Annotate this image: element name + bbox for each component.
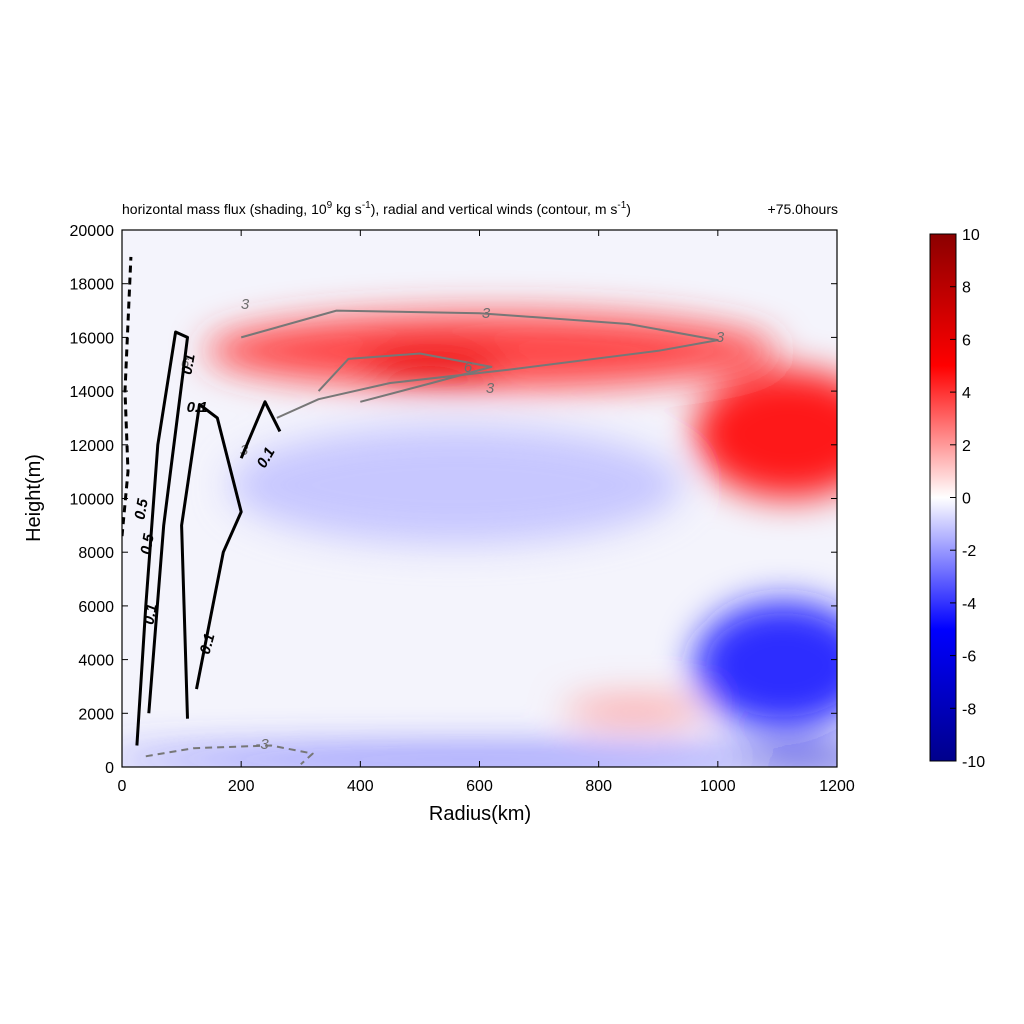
shading-blob-3 bbox=[229, 426, 683, 545]
colorbar-tick-label: 2 bbox=[962, 438, 971, 455]
vertical-contour-line-1 bbox=[180, 403, 243, 719]
y-tick-label: 20000 bbox=[70, 223, 115, 240]
colorbar-tick-label: -10 bbox=[962, 754, 985, 771]
y-tick-label: 8000 bbox=[78, 545, 114, 562]
radial-contour-label: 3 bbox=[486, 380, 495, 397]
radial-contour-line-2 bbox=[145, 744, 314, 766]
shading-blob-7 bbox=[735, 749, 837, 767]
colorbar-tick-label: -6 bbox=[962, 649, 976, 666]
y-axis: 0 2000 4000 6000 8000 10000 12000 14000 16000 180… bbox=[70, 223, 837, 777]
vertical-contour-label: 0.1 bbox=[140, 602, 160, 625]
shading-blob-1 bbox=[360, 348, 504, 386]
radial-contour-label: 6 bbox=[464, 359, 473, 376]
shading-layer bbox=[122, 313, 837, 767]
radial-contour-line-0 bbox=[240, 309, 719, 419]
colorbar-tick-label: -4 bbox=[962, 596, 976, 613]
x-tick-label: 400 bbox=[347, 778, 374, 795]
x-axis-title: Radius(km) bbox=[429, 803, 531, 825]
y-axis-title: Height(m) bbox=[23, 454, 45, 542]
y-tick-label: 0 bbox=[105, 760, 114, 777]
colorbar-tick-label: 0 bbox=[962, 491, 971, 508]
vertical-contour-line-2 bbox=[239, 400, 282, 459]
colorbar-ticks: -10 -8 -6 -4 -2 0 2 4 6 8 10 bbox=[950, 227, 985, 771]
colorbar-tick-label: -2 bbox=[962, 543, 976, 560]
y-tick-label: 4000 bbox=[78, 653, 114, 670]
radial-contour-label: 3 bbox=[716, 329, 725, 346]
colorbar-tick-label: 8 bbox=[962, 280, 971, 297]
x-tick-label: 1000 bbox=[700, 778, 736, 795]
colorbar-tick-label: 10 bbox=[962, 227, 980, 244]
colorbar-tick-label: -8 bbox=[962, 701, 976, 718]
vertical-contour-label: 0.1 bbox=[187, 399, 208, 416]
shading-blob-0 bbox=[205, 313, 778, 389]
y-tick-label: 6000 bbox=[78, 599, 114, 616]
x-tick-label: 600 bbox=[466, 778, 493, 795]
vertical-contour-label: 0.1 bbox=[197, 632, 219, 657]
y-tick-label: 14000 bbox=[70, 384, 115, 401]
shading-blob-4 bbox=[694, 600, 837, 730]
y-tick-label: 16000 bbox=[70, 330, 115, 347]
radial-contour-label: 3 bbox=[241, 296, 250, 313]
y-tick-label: 10000 bbox=[70, 492, 115, 509]
vertical-contour-line-0 bbox=[135, 330, 189, 746]
radial-contour-label: 3 bbox=[482, 305, 491, 322]
vertical-contour-label: 0.5 bbox=[131, 497, 151, 521]
shading-blob-6 bbox=[122, 749, 837, 767]
vertical-contour-label: 0.5 bbox=[137, 532, 157, 556]
colorbar: -10 -8 -6 -4 -2 0 2 4 6 8 10 bbox=[929, 227, 985, 771]
y-tick-label: 18000 bbox=[70, 277, 115, 294]
x-tick-label: 1200 bbox=[819, 778, 855, 795]
x-tick-label: 800 bbox=[585, 778, 612, 795]
radial-contour-line-1 bbox=[317, 352, 493, 403]
shading-blob-5 bbox=[562, 697, 706, 725]
shading-blob-2 bbox=[694, 369, 837, 499]
x-axis: 0 200 400 600 800 1000 1200 bbox=[118, 230, 855, 795]
x-tick-label: 0 bbox=[118, 778, 127, 795]
time-label: +75.0hours bbox=[768, 201, 838, 217]
colorbar-tick-label: 6 bbox=[962, 332, 971, 349]
radial-contour-label: -3 bbox=[255, 736, 269, 753]
chart-title: horizontal mass flux (shading, 109 kg s-… bbox=[122, 200, 631, 217]
colorbar-tick-label: 4 bbox=[962, 385, 971, 402]
x-tick-label: 200 bbox=[228, 778, 255, 795]
y-tick-label: 12000 bbox=[70, 438, 115, 455]
y-tick-label: 2000 bbox=[78, 706, 114, 723]
vertical-contour-label: 0.1 bbox=[178, 352, 198, 375]
